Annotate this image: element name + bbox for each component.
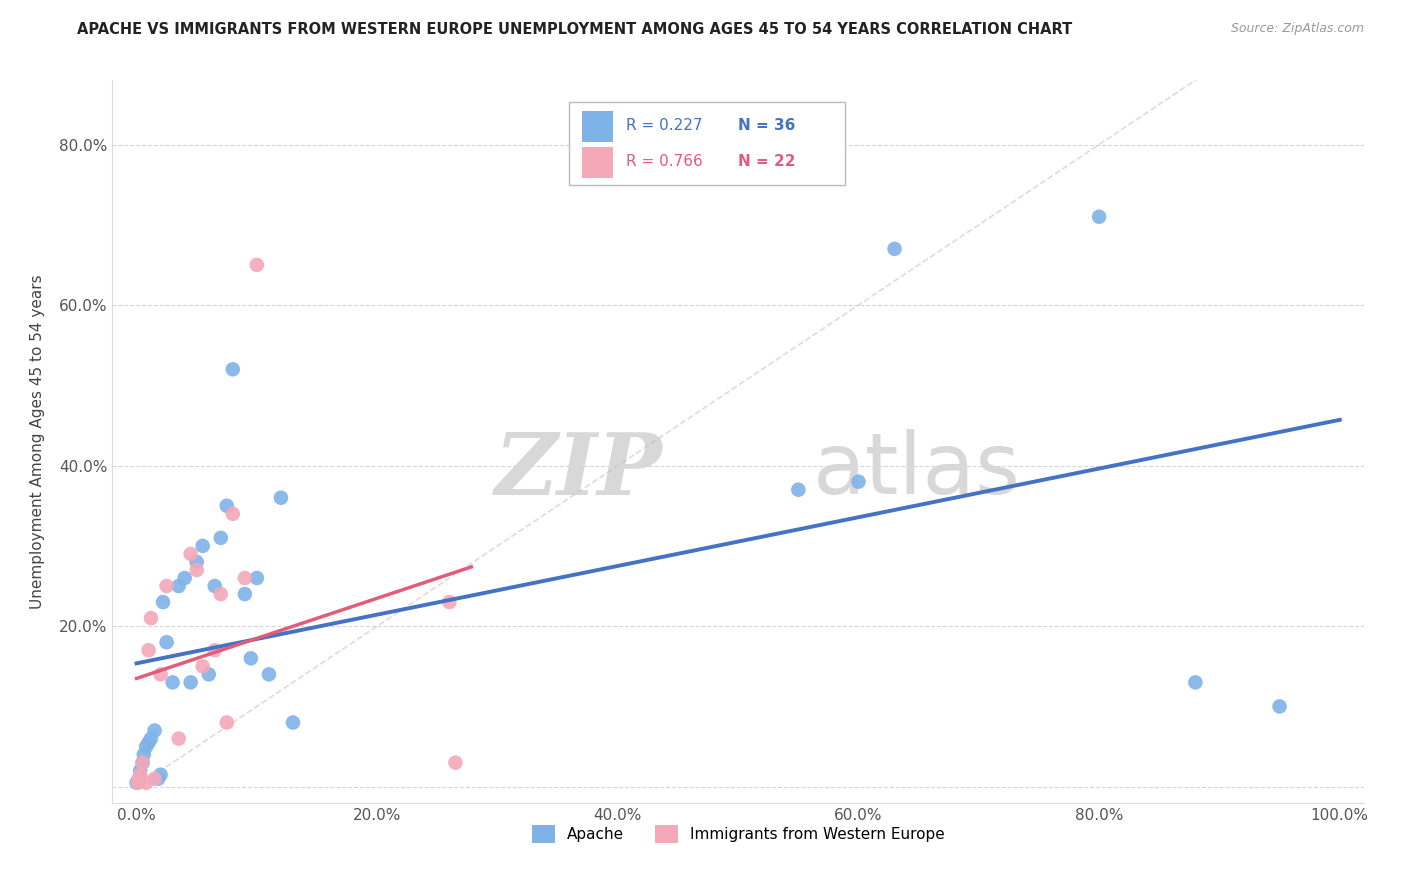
Bar: [582, 147, 613, 178]
Point: [127, 776, 149, 790]
Text: APACHE VS IMMIGRANTS FROM WESTERN EUROPE UNEMPLOYMENT AMONG AGES 45 TO 54 YEARS : APACHE VS IMMIGRANTS FROM WESTERN EUROPE…: [77, 22, 1073, 37]
Point: [191, 539, 214, 553]
Point: [186, 555, 208, 569]
Point: [239, 651, 262, 665]
Point: [139, 731, 162, 746]
Bar: [582, 112, 613, 142]
Point: [128, 773, 150, 788]
Point: [149, 767, 172, 781]
Text: N = 36: N = 36: [738, 119, 796, 133]
Text: N = 22: N = 22: [738, 154, 796, 169]
Point: [149, 667, 172, 681]
Point: [222, 362, 245, 376]
Point: [186, 563, 208, 577]
Point: [1268, 699, 1291, 714]
Text: Source: ZipAtlas.com: Source: ZipAtlas.com: [1230, 22, 1364, 36]
Point: [209, 587, 232, 601]
Point: [204, 579, 226, 593]
Point: [439, 595, 461, 609]
Point: [148, 772, 170, 786]
Point: [167, 731, 190, 746]
Point: [138, 735, 160, 749]
Point: [197, 667, 219, 681]
Point: [1088, 210, 1111, 224]
FancyBboxPatch shape: [569, 102, 845, 185]
Point: [222, 507, 245, 521]
Point: [131, 756, 153, 770]
Point: [131, 756, 153, 770]
Point: [125, 776, 148, 790]
Point: [180, 547, 202, 561]
Point: [787, 483, 810, 497]
Point: [883, 242, 905, 256]
Text: ZIP: ZIP: [495, 429, 664, 512]
Point: [180, 675, 202, 690]
Point: [143, 772, 166, 786]
Point: [139, 611, 162, 625]
Point: [152, 595, 174, 609]
Point: [257, 667, 280, 681]
Point: [848, 475, 870, 489]
Point: [156, 635, 179, 649]
Point: [167, 579, 190, 593]
Point: [270, 491, 292, 505]
Legend: Apache, Immigrants from Western Europe: Apache, Immigrants from Western Europe: [526, 819, 950, 849]
Point: [156, 579, 179, 593]
Text: atlas: atlas: [813, 429, 1021, 512]
Point: [129, 767, 152, 781]
Point: [128, 772, 150, 786]
Point: [215, 499, 238, 513]
Point: [204, 643, 226, 657]
Point: [246, 258, 269, 272]
Text: R = 0.227: R = 0.227: [626, 119, 702, 133]
Point: [135, 739, 157, 754]
Point: [138, 643, 160, 657]
Point: [444, 756, 467, 770]
Point: [1184, 675, 1206, 690]
Point: [246, 571, 269, 585]
Text: R = 0.766: R = 0.766: [626, 154, 702, 169]
Point: [143, 723, 166, 738]
Point: [173, 571, 195, 585]
Point: [135, 776, 157, 790]
Point: [162, 675, 184, 690]
Point: [209, 531, 232, 545]
Point: [129, 764, 152, 778]
Point: [233, 587, 256, 601]
Point: [191, 659, 214, 673]
Y-axis label: Unemployment Among Ages 45 to 54 years: Unemployment Among Ages 45 to 54 years: [31, 274, 45, 609]
Point: [233, 571, 256, 585]
Point: [215, 715, 238, 730]
Point: [132, 747, 155, 762]
Point: [281, 715, 304, 730]
